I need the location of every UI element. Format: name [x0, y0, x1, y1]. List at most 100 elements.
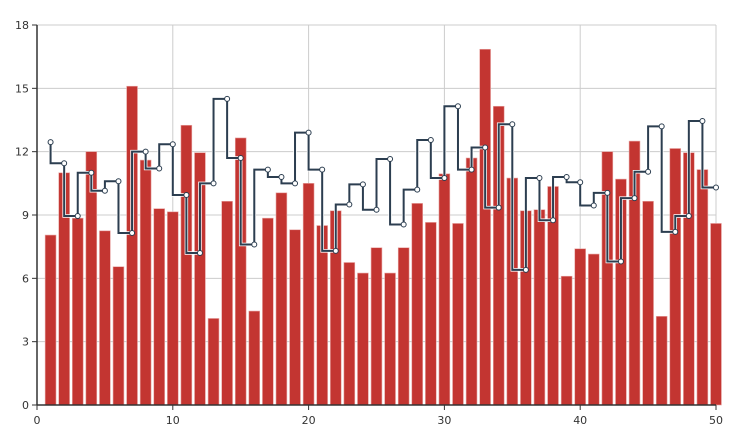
- line-point: [115, 178, 122, 185]
- line-point: [373, 206, 380, 213]
- bar: [207, 318, 220, 406]
- line-point: [346, 201, 353, 208]
- bar: [397, 247, 410, 406]
- line-point: [183, 191, 190, 198]
- bar: [72, 217, 84, 406]
- line-point: [169, 141, 176, 148]
- line-point: [264, 166, 271, 173]
- x-tick-label: 0: [34, 414, 41, 427]
- bar: [99, 230, 111, 406]
- line-point: [550, 217, 557, 224]
- line-point: [699, 118, 706, 125]
- line-point: [482, 144, 489, 151]
- line-point: [563, 174, 570, 180]
- line-point: [237, 155, 244, 161]
- bar: [655, 316, 668, 406]
- bar: [574, 248, 586, 406]
- y-tick-label: 0: [22, 399, 29, 412]
- x-tick-label: 10: [166, 414, 180, 427]
- x-tick-label: 40: [573, 414, 587, 427]
- line-point: [74, 213, 81, 220]
- line-point: [604, 189, 611, 196]
- bar: [588, 253, 600, 406]
- line-point: [359, 181, 366, 188]
- bar: [533, 209, 546, 406]
- bar: [112, 266, 125, 406]
- bar: [153, 208, 165, 406]
- bar: [425, 222, 437, 406]
- line-point: [156, 165, 163, 172]
- bar: [248, 310, 261, 406]
- line-point: [400, 221, 407, 228]
- line-point: [61, 160, 68, 167]
- line-series: [47, 95, 719, 273]
- bar: [370, 247, 383, 406]
- bar: [357, 272, 369, 406]
- bar: [642, 200, 654, 406]
- bar: [221, 200, 233, 406]
- bar: [479, 48, 491, 406]
- line-point: [47, 139, 54, 146]
- axes: 0 3 6 9 12 15 18 0 10 20 30 40 50: [15, 19, 723, 427]
- y-tick-label: 12: [15, 146, 29, 159]
- bar: [126, 85, 138, 406]
- bar: [167, 211, 179, 406]
- line-point: [332, 247, 339, 254]
- bar: [262, 217, 274, 406]
- line-point: [101, 187, 108, 194]
- line-point: [387, 156, 394, 163]
- line-point: [672, 228, 679, 235]
- bar: [44, 234, 57, 406]
- line-point: [251, 241, 258, 248]
- bar: [601, 151, 614, 406]
- line-point: [577, 179, 584, 186]
- bar: [696, 169, 709, 406]
- bar: [180, 124, 193, 406]
- line-point: [319, 166, 326, 173]
- bar-series: [44, 48, 722, 406]
- y-tick-label: 6: [22, 272, 29, 285]
- line-point: [441, 175, 448, 182]
- line-point: [590, 202, 597, 209]
- line-point: [631, 195, 638, 202]
- bar: [560, 275, 573, 406]
- line-point: [278, 174, 285, 180]
- line-point: [617, 258, 624, 265]
- bar: [438, 173, 451, 406]
- bar: [343, 262, 356, 406]
- line-point: [427, 137, 434, 144]
- x-tick-label: 30: [437, 414, 451, 427]
- bar: [289, 229, 301, 406]
- bar: [465, 157, 478, 406]
- bar: [669, 148, 681, 406]
- bar: [302, 183, 315, 406]
- bar: [411, 203, 423, 406]
- y-tick-label: 18: [15, 19, 29, 32]
- line-point: [454, 103, 461, 110]
- line-point: [414, 186, 421, 193]
- line-point: [196, 250, 203, 256]
- bar: [384, 272, 396, 406]
- line-point: [713, 184, 719, 191]
- line-point: [224, 95, 231, 102]
- line-point: [305, 129, 312, 136]
- y-tick-label: 3: [22, 336, 29, 349]
- line-point: [210, 180, 217, 187]
- line-point: [292, 180, 299, 187]
- line-point: [495, 204, 502, 211]
- line-point: [685, 213, 692, 220]
- x-tick-label: 50: [709, 414, 723, 427]
- y-tick-label: 15: [15, 82, 29, 95]
- y-tick-label: 9: [22, 209, 29, 222]
- line-point: [468, 166, 475, 173]
- line-point: [129, 229, 136, 236]
- line-point: [522, 266, 529, 273]
- x-tick-label: 20: [302, 414, 316, 427]
- step-line: [49, 97, 716, 271]
- bar: [139, 159, 152, 406]
- bar: [275, 192, 288, 406]
- bar: [452, 223, 464, 406]
- bar: [710, 223, 722, 406]
- line-point: [536, 175, 543, 182]
